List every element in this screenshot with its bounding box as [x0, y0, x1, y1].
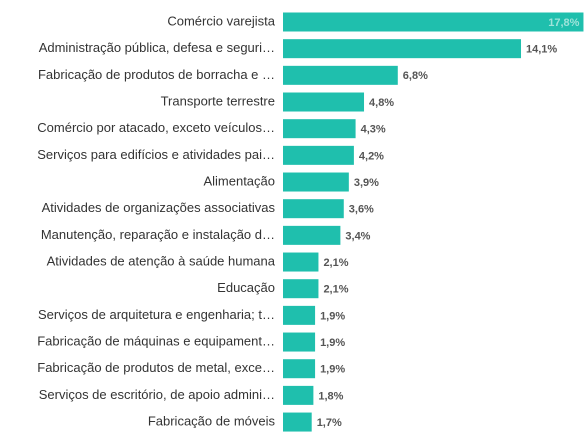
bar — [283, 119, 356, 139]
value-label: 4,3% — [361, 124, 386, 136]
value-label: 1,8% — [318, 390, 343, 402]
category-label: Administração pública, defesa e seguri… — [39, 40, 275, 55]
bar — [283, 305, 316, 325]
value-label: 3,4% — [345, 230, 370, 242]
category-label: Manutenção, reparação e instalação d… — [41, 227, 275, 242]
category-label: Fabricação de produtos de metal, exce… — [37, 360, 275, 375]
category-label: Serviços de escritório, de apoio admini… — [39, 387, 275, 402]
category-label: Fabricação de produtos de borracha e … — [38, 67, 275, 82]
bar — [283, 12, 584, 32]
category-label: Transporte terrestre — [161, 93, 275, 108]
bar — [283, 385, 314, 405]
value-label: 2,1% — [323, 284, 348, 296]
category-label: Comércio por atacado, exceto veículos… — [37, 120, 275, 135]
bar — [283, 332, 316, 352]
value-label: 1,7% — [317, 417, 342, 429]
bar — [283, 65, 398, 85]
category-label: Educação — [217, 280, 275, 295]
bar — [283, 279, 319, 299]
bar — [283, 252, 319, 272]
bar — [283, 92, 365, 112]
bar — [283, 39, 522, 59]
bar — [283, 359, 316, 379]
category-label: Atividades de organizações associativas — [42, 200, 276, 215]
value-label: 1,9% — [320, 310, 345, 322]
category-label: Fabricação de móveis — [148, 413, 276, 428]
value-label: 4,8% — [369, 97, 394, 109]
bar — [283, 412, 312, 432]
value-label: 3,9% — [354, 177, 379, 189]
value-label: 14,1% — [526, 44, 557, 56]
category-label: Serviços para edifícios e atividades pai… — [37, 147, 275, 162]
category-label: Alimentação — [203, 173, 275, 188]
bar — [283, 172, 349, 192]
bar — [283, 225, 341, 245]
category-label: Atividades de atenção à saúde humana — [47, 253, 276, 268]
category-label: Serviços de arquitetura e engenharia; t… — [38, 307, 275, 322]
category-label: Fabricação de máquinas e equipament… — [37, 333, 275, 348]
value-label: 3,6% — [349, 204, 374, 216]
value-label: 6,8% — [403, 70, 428, 82]
bar — [283, 199, 344, 219]
value-label: 17,8% — [548, 17, 579, 29]
value-label: 2,1% — [323, 257, 348, 269]
category-label: Comércio varejista — [167, 13, 275, 28]
value-label: 4,2% — [359, 150, 384, 162]
bar — [283, 145, 354, 165]
value-label: 1,9% — [320, 364, 345, 376]
value-label: 1,9% — [320, 337, 345, 349]
